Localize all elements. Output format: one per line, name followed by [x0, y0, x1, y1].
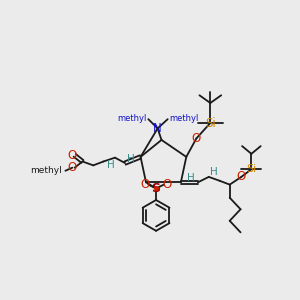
Text: methyl: methyl [169, 114, 199, 123]
Text: O: O [141, 178, 150, 191]
Text: N: N [153, 122, 162, 135]
Text: O: O [162, 178, 172, 191]
Text: O: O [67, 149, 76, 162]
Text: Si: Si [246, 164, 256, 174]
Text: O: O [67, 161, 76, 174]
Text: O: O [192, 132, 201, 145]
Text: O: O [237, 170, 246, 183]
Text: Si: Si [205, 116, 216, 130]
Text: H: H [107, 160, 115, 170]
Text: methyl: methyl [30, 166, 62, 175]
Text: methyl: methyl [117, 114, 147, 123]
Text: S: S [152, 182, 160, 195]
Text: H: H [210, 167, 217, 177]
Text: H: H [187, 173, 195, 183]
Text: H: H [127, 154, 134, 164]
